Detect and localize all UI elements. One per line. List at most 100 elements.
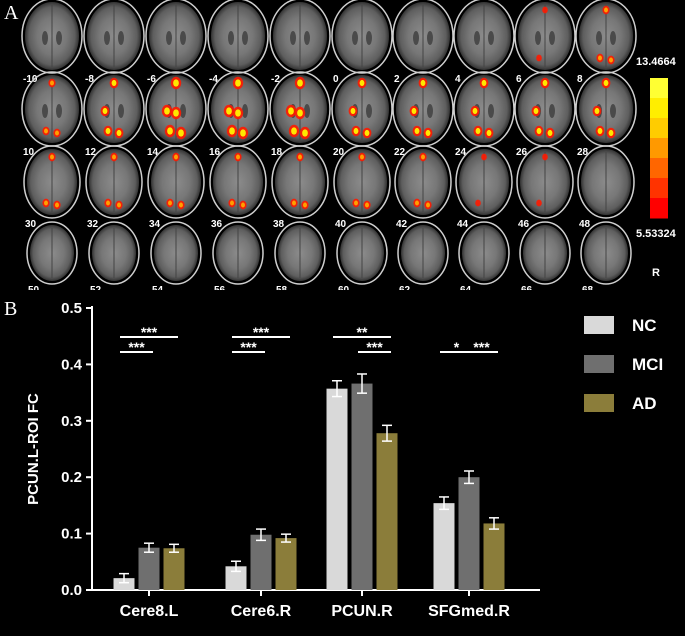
skull-outline [392, 0, 454, 74]
slice-label: 34 [149, 219, 161, 230]
slice-label: 28 [577, 147, 589, 158]
skull-outline [519, 221, 571, 285]
skull-outline [23, 145, 81, 219]
activation-core [235, 79, 241, 87]
significance-label: *** [253, 324, 270, 340]
activation-core [236, 154, 240, 160]
activation-core [117, 202, 121, 208]
activation-core [597, 127, 603, 135]
brain-slice [392, 71, 454, 147]
activation-core [50, 80, 54, 86]
activation-core [235, 109, 241, 117]
slice-label: 30 [25, 219, 37, 230]
ventricle [535, 31, 541, 45]
activation-core [421, 154, 425, 160]
ventricle [474, 31, 480, 45]
skull-outline [207, 0, 269, 74]
activation-core [44, 128, 48, 134]
brain-slice [209, 145, 267, 219]
activation-core [364, 129, 370, 137]
ventricle [42, 31, 48, 45]
x-tick-label: Cere8.L [120, 603, 179, 620]
brain-slice [333, 145, 391, 219]
skull-outline [580, 221, 632, 285]
slice-label: 14 [147, 147, 159, 158]
bar-ad-cere6-r [275, 538, 297, 590]
legend-label-mci: MCI [632, 355, 663, 374]
ventricle [166, 31, 172, 45]
slice-label: -6 [147, 74, 156, 85]
activation-core [178, 129, 184, 137]
brain-slice [458, 221, 510, 285]
ventricle [549, 104, 555, 118]
activation-core [608, 129, 614, 137]
activation-core [116, 129, 122, 137]
ventricle [352, 31, 358, 45]
activation-core [230, 200, 234, 206]
brain-slice [514, 71, 576, 147]
skull-outline [26, 221, 78, 285]
panel-b-letter: B [4, 298, 18, 320]
brain-slice [269, 0, 331, 74]
skull-outline [458, 221, 510, 285]
brain-slice [455, 145, 513, 219]
skull-outline [516, 145, 574, 219]
activation-core [536, 127, 542, 135]
activation-blob [475, 199, 481, 207]
slice-label: 48 [579, 219, 591, 230]
activation-core [106, 200, 110, 206]
activation-core [472, 107, 478, 115]
ventricle [549, 31, 555, 45]
slice-label: 0 [333, 74, 339, 85]
skull-outline [271, 145, 329, 219]
activation-blob [481, 153, 487, 161]
bar-mci-pcun-r [351, 383, 373, 590]
slice-label: -8 [85, 74, 94, 85]
ventricle [180, 104, 186, 118]
x-tick-label: SFGmed.R [428, 603, 510, 620]
activation-core [604, 7, 608, 13]
slice-label: 4 [455, 74, 461, 85]
activation-core [55, 202, 59, 208]
activation-core [350, 107, 356, 115]
activation-core [179, 202, 183, 208]
skull-outline [209, 145, 267, 219]
skull-outline [336, 221, 388, 285]
slice-label: 38 [273, 219, 285, 230]
significance-label: ** [357, 324, 368, 340]
activation-core [481, 79, 487, 87]
activation-core [547, 129, 553, 137]
brain-slice [21, 0, 83, 74]
brain-slice [519, 221, 571, 285]
activation-core [240, 129, 246, 137]
activation-core [302, 129, 308, 137]
brain-slice [331, 71, 393, 147]
activation-blob [542, 153, 548, 161]
significance-label: *** [366, 339, 383, 355]
y-tick-label: 0.0 [61, 582, 82, 599]
panel-b-bar-chart: B 0.0 0.1 0.2 0.3 0.4 0.5 PCUN.L-ROI FC Cere8.L… [0, 290, 685, 631]
ventricle [56, 31, 62, 45]
slice-label: 26 [516, 147, 528, 158]
skull-outline [394, 145, 452, 219]
skull-outline [21, 0, 83, 74]
brain-slice [26, 221, 78, 285]
activation-core [354, 200, 358, 206]
skull-outline [145, 0, 207, 74]
brain-slice [271, 145, 329, 219]
activation-core [475, 127, 481, 135]
ventricle [596, 31, 602, 45]
activation-core [598, 55, 602, 61]
activation-core [303, 202, 307, 208]
brain-slice [145, 0, 207, 74]
brain-slice [392, 0, 454, 74]
slice-label: 46 [518, 219, 530, 230]
activation-core [594, 107, 600, 115]
slice-label: 44 [457, 219, 469, 230]
activation-core [297, 109, 303, 117]
ventricle [488, 104, 494, 118]
skull-outline [150, 221, 202, 285]
ventricle [242, 31, 248, 45]
activation-core [55, 130, 59, 136]
bar-nc-cere8-l [113, 578, 135, 590]
